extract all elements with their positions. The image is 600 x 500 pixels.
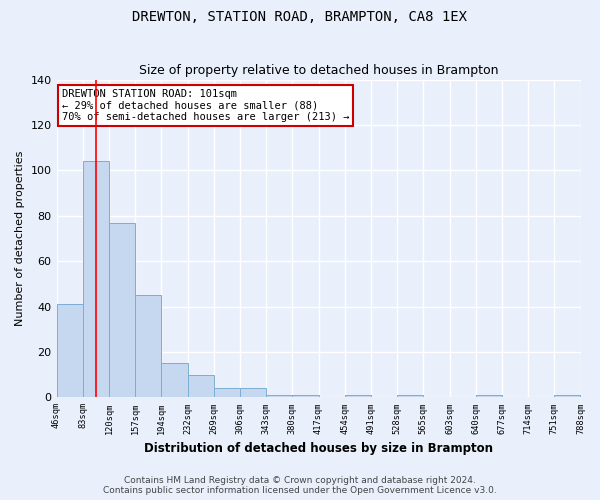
Bar: [476, 395, 502, 398]
Bar: [161, 364, 188, 398]
Bar: [135, 295, 161, 398]
Bar: [109, 222, 135, 398]
Bar: [266, 395, 292, 398]
Title: Size of property relative to detached houses in Brampton: Size of property relative to detached ho…: [139, 64, 498, 77]
X-axis label: Distribution of detached houses by size in Brampton: Distribution of detached houses by size …: [144, 442, 493, 455]
Bar: [397, 395, 424, 398]
Text: Contains HM Land Registry data © Crown copyright and database right 2024.
Contai: Contains HM Land Registry data © Crown c…: [103, 476, 497, 495]
Bar: [188, 374, 214, 398]
Bar: [214, 388, 240, 398]
Bar: [292, 395, 319, 398]
Bar: [83, 162, 109, 398]
Bar: [554, 395, 580, 398]
Bar: [240, 388, 266, 398]
Text: DREWTON STATION ROAD: 101sqm
← 29% of detached houses are smaller (88)
70% of se: DREWTON STATION ROAD: 101sqm ← 29% of de…: [62, 89, 349, 122]
Bar: [345, 395, 371, 398]
Text: DREWTON, STATION ROAD, BRAMPTON, CA8 1EX: DREWTON, STATION ROAD, BRAMPTON, CA8 1EX: [133, 10, 467, 24]
Y-axis label: Number of detached properties: Number of detached properties: [15, 150, 25, 326]
Bar: [56, 304, 83, 398]
